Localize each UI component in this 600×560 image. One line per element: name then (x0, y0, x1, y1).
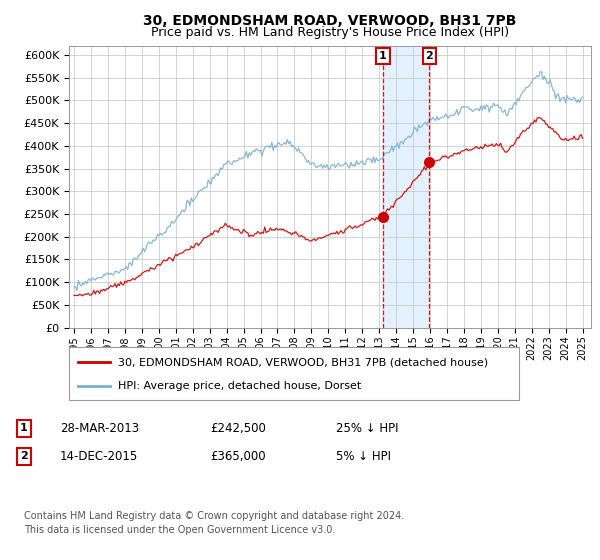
Text: This data is licensed under the Open Government Licence v3.0.: This data is licensed under the Open Gov… (24, 525, 335, 535)
Text: 1: 1 (379, 51, 387, 61)
Text: 14-DEC-2015: 14-DEC-2015 (60, 450, 138, 463)
Bar (383, 46, 430, 328)
Text: £242,500: £242,500 (210, 422, 266, 435)
Text: 5% ↓ HPI: 5% ↓ HPI (336, 450, 391, 463)
Text: 28-MAR-2013: 28-MAR-2013 (60, 422, 139, 435)
Text: 2: 2 (20, 451, 28, 461)
Text: 2: 2 (425, 51, 433, 61)
Text: 1: 1 (20, 423, 28, 433)
FancyBboxPatch shape (69, 347, 519, 400)
Text: £365,000: £365,000 (210, 450, 266, 463)
Text: 30, EDMONDSHAM ROAD, VERWOOD, BH31 7PB (detached house): 30, EDMONDSHAM ROAD, VERWOOD, BH31 7PB (… (119, 357, 488, 367)
Text: Price paid vs. HM Land Registry's House Price Index (HPI): Price paid vs. HM Land Registry's House … (151, 26, 509, 39)
Text: 30, EDMONDSHAM ROAD, VERWOOD, BH31 7PB: 30, EDMONDSHAM ROAD, VERWOOD, BH31 7PB (143, 14, 517, 28)
Text: 25% ↓ HPI: 25% ↓ HPI (336, 422, 398, 435)
Text: HPI: Average price, detached house, Dorset: HPI: Average price, detached house, Dors… (119, 380, 362, 390)
Text: Contains HM Land Registry data © Crown copyright and database right 2024.: Contains HM Land Registry data © Crown c… (24, 511, 404, 521)
